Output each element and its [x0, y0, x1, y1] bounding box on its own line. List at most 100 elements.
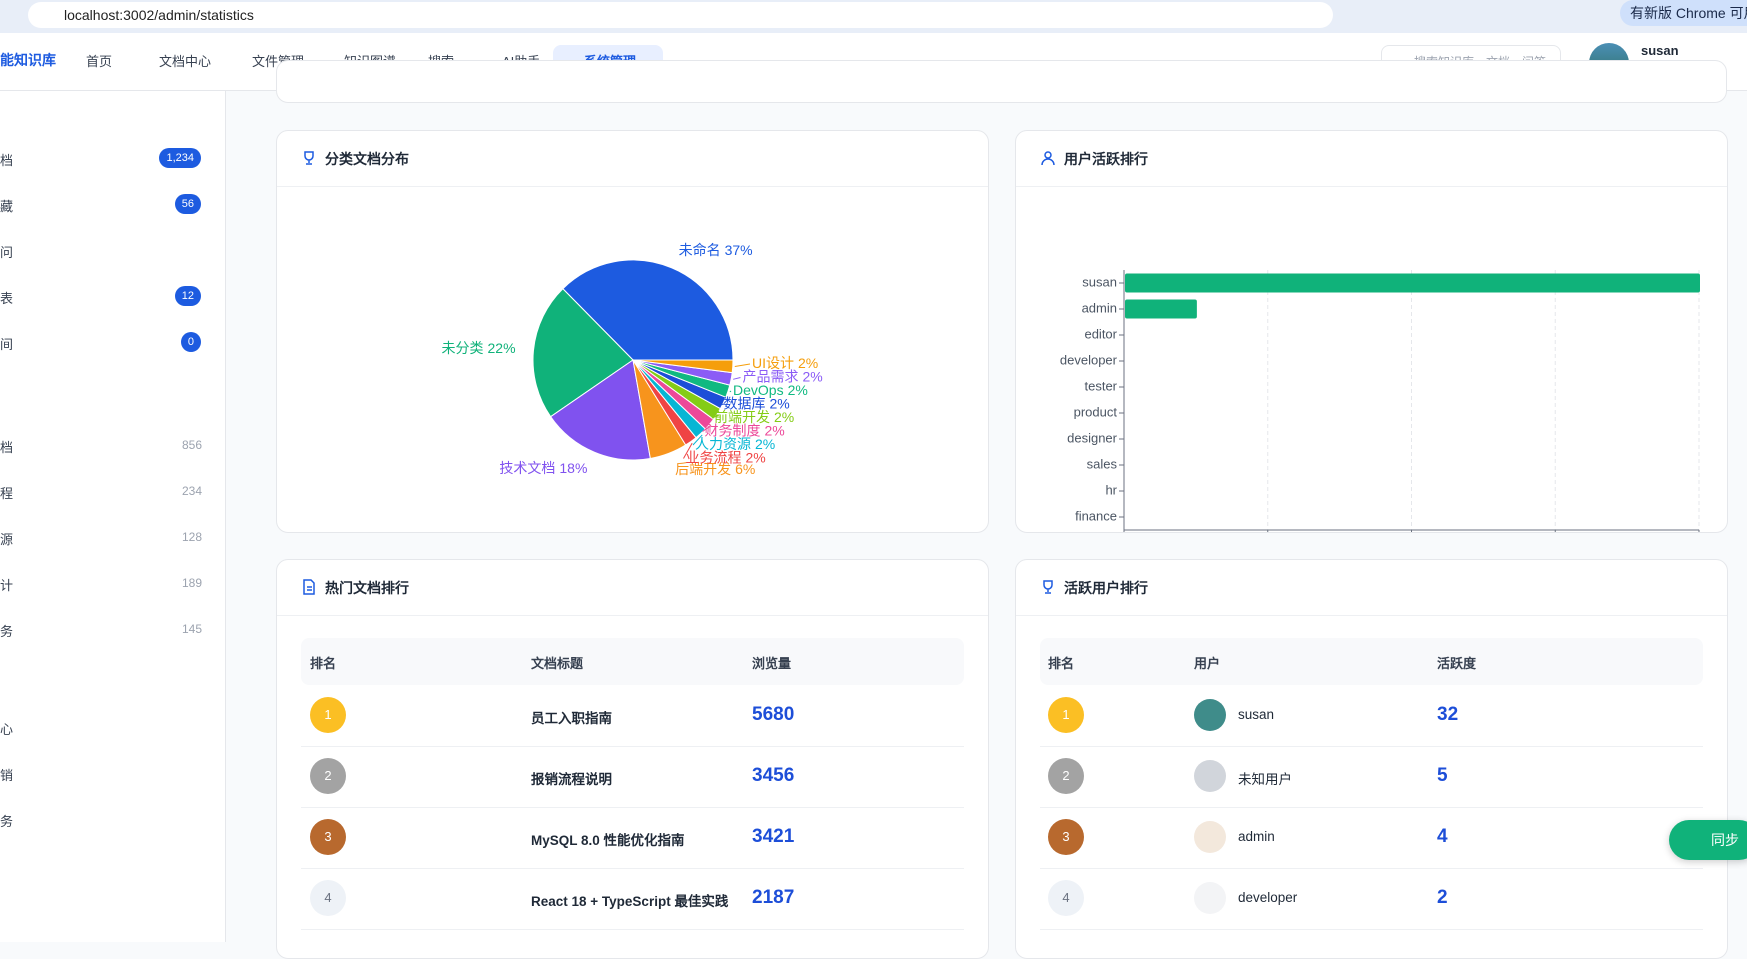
card-header: 热门文档排行	[277, 560, 988, 616]
leader-line	[721, 403, 726, 405]
y-tick-label: finance	[1075, 508, 1117, 523]
row-divider	[1040, 929, 1703, 930]
pie-label: 前端开发 2%	[714, 409, 794, 425]
user-name: susan	[1641, 43, 1679, 58]
count: 234	[181, 484, 202, 498]
cell: 报销流程说明	[531, 772, 612, 787]
label-value: 37%	[725, 242, 753, 258]
label-value: 2%	[765, 422, 785, 438]
rank-badge: 3	[310, 819, 346, 855]
leader-line	[733, 377, 741, 380]
badge: 56	[174, 194, 201, 214]
y-tick-label: susan	[1082, 274, 1117, 289]
sync-button[interactable]: 同步	[1669, 820, 1747, 860]
leader-line	[729, 390, 732, 393]
label-value: 2%	[803, 368, 823, 384]
count: 189	[181, 576, 202, 590]
label-name: 技术文档	[499, 460, 555, 476]
rank-badge: 3	[1048, 819, 1084, 855]
label-value: 22%	[488, 339, 516, 355]
row-divider	[301, 868, 964, 869]
card-title: 用户活跃排行	[1064, 151, 1148, 167]
sidebar-item[interactable]: 间	[0, 337, 14, 352]
metric: 3421	[752, 826, 795, 847]
sidebar-item[interactable]: 计	[0, 578, 14, 593]
leader-line	[702, 425, 712, 432]
sidebar-item[interactable]: 问	[0, 245, 14, 260]
rank-badge: 1	[310, 697, 346, 733]
pie-label: 数据库 2%	[724, 395, 790, 411]
metric: 5	[1437, 765, 1448, 786]
pie-label: 产品需求 2%	[743, 368, 823, 384]
label-value: 2%	[746, 449, 766, 465]
sidebar-item[interactable]: 表	[0, 291, 14, 306]
pie-slice	[532, 288, 634, 418]
rank-badge: 4	[310, 880, 346, 916]
label-name: 未分类	[442, 339, 484, 355]
label-name: 未命名	[679, 242, 721, 258]
card-header: 分类文档分布	[277, 131, 988, 187]
y-tick-label: hr	[1105, 482, 1117, 497]
sidebar-item[interactable]: 档	[0, 153, 14, 168]
pie-label: 技术文档 18%	[499, 460, 587, 476]
card-title: 活跃用户排行	[1064, 580, 1148, 596]
metric: 2	[1437, 887, 1448, 908]
leader-line	[683, 442, 693, 459]
row-divider	[1040, 868, 1703, 869]
label-value: 2%	[755, 436, 775, 452]
label-value: 2%	[788, 382, 808, 398]
sidebar-item[interactable]: 务	[0, 624, 14, 639]
cell: React 18 + TypeScript 最佳实践	[531, 894, 729, 909]
hot-docs-card: 热门文档排行 排名 文档标题 浏览量 1 员工入职指南 5680 2 报销流程说明 3456 3 M…	[276, 559, 989, 959]
brand[interactable]: 能知识库	[0, 52, 56, 68]
row-divider	[301, 807, 964, 808]
pie-label: 财务制度 2%	[705, 422, 785, 438]
badge: 0	[180, 332, 201, 352]
pie-card: 分类文档分布 未命名 37% 未分类 22% 技术文档 18% 后端开发 6% UI设计 2% 产品…	[276, 130, 989, 533]
bar	[1125, 273, 1700, 293]
pie-label: 未命名 37%	[679, 242, 753, 258]
sidebar-item[interactable]: 藏	[0, 199, 14, 214]
sidebar-item[interactable]: 心	[0, 722, 14, 737]
leader-line	[692, 434, 703, 446]
metric: 4	[1437, 826, 1448, 847]
sidebar-item[interactable]: 档	[0, 440, 14, 455]
label-name: 产品需求	[743, 368, 799, 384]
cell: admin	[1238, 829, 1275, 844]
avatar	[1194, 821, 1226, 853]
card-title: 热门文档排行	[325, 580, 409, 596]
label-name: 数据库	[724, 395, 766, 411]
pie-label: 人力资源 2%	[695, 436, 775, 452]
count: 128	[181, 530, 202, 544]
y-tick-label: product	[1074, 404, 1118, 419]
pie-slice	[562, 259, 734, 361]
column-header: 用户	[1194, 656, 1221, 671]
column-header: 浏览量	[752, 656, 792, 671]
active-users-card: 活跃用户排行 排名 用户 活跃度 1 susan 32 2 未知用户 5 3 admin 4 4 deve…	[1015, 559, 1728, 959]
pie-label: 业务流程 2%	[686, 449, 766, 465]
pie-label: DevOps 2%	[733, 382, 808, 398]
sidebar-item[interactable]: 销	[0, 768, 14, 783]
label-value: 2%	[774, 409, 794, 425]
update-button[interactable]: 有新版 Chrome 可用	[1620, 0, 1747, 26]
metric: 32	[1437, 704, 1459, 725]
metric: 2187	[752, 887, 795, 908]
bar	[1125, 299, 1197, 319]
sidebar-item[interactable]: 源	[0, 532, 14, 547]
rank-badge: 4	[1048, 880, 1084, 916]
cell: 员工入职指南	[531, 711, 612, 726]
table-header	[301, 638, 964, 685]
sidebar-item[interactable]: 务	[0, 814, 14, 829]
label-value: 2%	[798, 355, 818, 371]
top-card	[276, 60, 1727, 103]
address-bar[interactable]: localhost:3002/admin/statistics	[28, 2, 1333, 28]
card-header: 用户活跃排行	[1016, 131, 1727, 187]
pie-slice	[632, 359, 734, 374]
y-tick-label: admin	[1082, 300, 1117, 315]
nav-item[interactable]: 文档中心	[159, 54, 212, 69]
rank-badge: 1	[1048, 697, 1084, 733]
pie-slice	[549, 359, 651, 461]
sidebar-item[interactable]: 程	[0, 486, 14, 501]
nav-item[interactable]: 首页	[86, 54, 113, 69]
